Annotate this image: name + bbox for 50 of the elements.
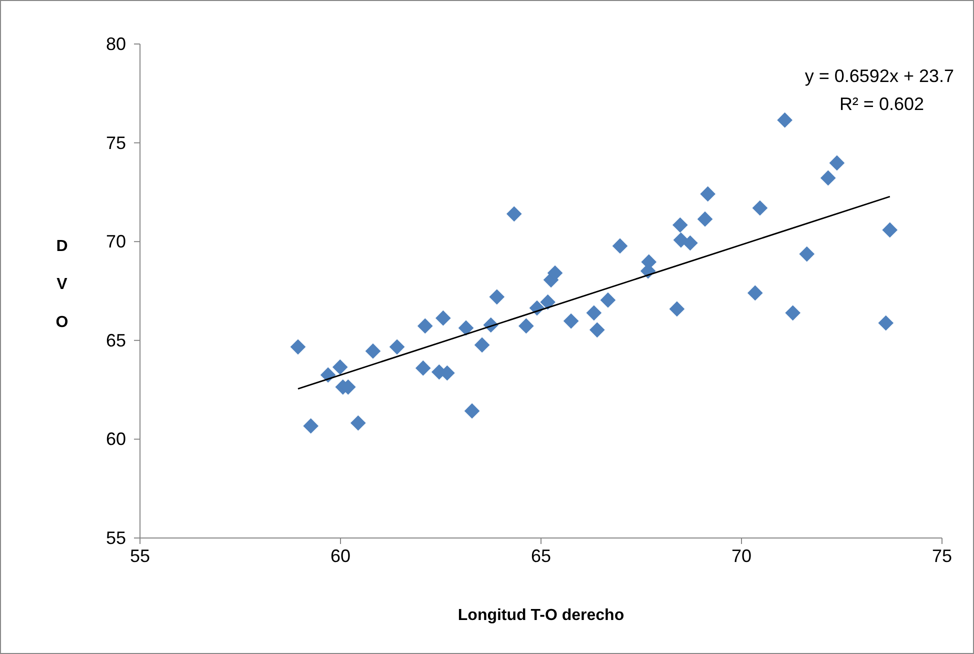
annotation: y = 0.6592x + 23.7 (804, 66, 954, 86)
point (799, 246, 815, 262)
point (747, 285, 763, 301)
point (829, 155, 845, 171)
text: DVO (56, 238, 68, 331)
y-tick-label: 60 (106, 429, 126, 450)
annotation: R² = 0.602 (839, 94, 924, 114)
point (777, 112, 792, 128)
point (563, 313, 579, 329)
point (506, 206, 522, 222)
point (752, 200, 768, 216)
point (290, 339, 306, 355)
point (458, 320, 474, 336)
point (365, 343, 381, 359)
point (820, 170, 836, 186)
point (489, 289, 505, 305)
y-tick-label: 75 (106, 132, 126, 153)
point (682, 235, 698, 251)
x-tick-label: 75 (932, 546, 952, 566)
point (612, 238, 628, 254)
point (464, 403, 480, 419)
point (589, 322, 605, 338)
y-tick-label: 65 (106, 330, 126, 350)
point (540, 294, 556, 310)
y-tick-label: 80 (106, 34, 126, 54)
point (882, 222, 898, 238)
point (415, 360, 431, 376)
x-tick-label: 60 (330, 546, 351, 566)
point (417, 318, 433, 334)
point (332, 359, 348, 375)
point (303, 418, 318, 434)
point (389, 339, 405, 355)
x-tick-label: 70 (731, 546, 752, 566)
point (518, 318, 534, 334)
point (586, 305, 602, 321)
point (672, 217, 688, 233)
point (435, 310, 451, 326)
point (697, 211, 713, 227)
y-tick-label: 55 (106, 528, 126, 548)
point (700, 186, 716, 202)
x-tick-label: 65 (530, 546, 552, 566)
point (878, 315, 894, 331)
point (350, 415, 366, 431)
x-axis-title: Longitud T-O derecho (458, 607, 624, 624)
y-tick-label: 70 (106, 232, 126, 252)
x-tick-label: 55 (130, 546, 150, 566)
point (669, 301, 685, 317)
point (600, 292, 616, 308)
point (785, 305, 800, 321)
point (474, 337, 490, 353)
